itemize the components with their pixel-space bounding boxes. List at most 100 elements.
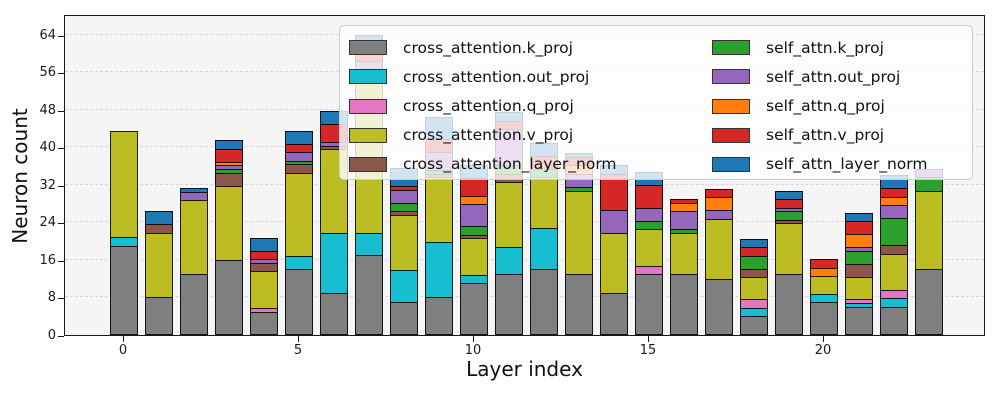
y-tick-label-40: 40: [39, 140, 56, 156]
x-tick-label-0: 0: [118, 343, 128, 358]
stacked-bar-layer-16: [670, 199, 698, 335]
bar-segment-self-attn-out-proj: [460, 203, 488, 228]
bar-segment-self-attn-q-proj: [705, 197, 733, 212]
legend-item-cross-attention-out-proj: cross_attention.out_proj: [349, 62, 712, 91]
legend-item-cross-attention-q-proj: cross_attention.q_proj: [349, 91, 712, 120]
bar-segment-cross-attention-v-proj: [460, 238, 488, 277]
x-tick-mark-0: [123, 336, 124, 342]
bar-segment-cross-attention-out-proj: [530, 228, 558, 271]
bar-segment-cross-attention-v-proj: [565, 190, 593, 275]
bar-segment-cross-attention-k-proj: [460, 283, 488, 335]
bar-segment-self-attn-k-proj: [845, 250, 873, 265]
legend: cross_attention.k_proj cross_attention.ou…: [339, 25, 973, 180]
bar-segment-cross-attention-k-proj: [740, 316, 768, 335]
legend-column-cross-attention: cross_attention.k_proj cross_attention.ou…: [349, 33, 712, 179]
bar-segment-cross-attention-k-proj: [915, 269, 943, 335]
y-tick-label-56: 56: [39, 65, 56, 81]
legend-label: cross_attention.out_proj: [403, 67, 590, 86]
bar-segment-cross-attention-k-proj: [600, 292, 628, 335]
bar-segment-cross-attention-k-proj: [355, 255, 383, 335]
bar-segment-self-attn-out-proj: [670, 211, 698, 231]
y-tick-label-64: 64: [39, 27, 56, 43]
bar-segment-cross-attention-v-proj: [250, 271, 278, 309]
y-tick-label-0: 0: [47, 328, 56, 344]
y-tick-label-48: 48: [39, 102, 56, 118]
bar-segment-cross-attention-v-proj: [600, 232, 628, 294]
bar-segment-cross-attention-k-proj: [775, 274, 803, 335]
bar-segment-cross-attention-v-proj: [740, 277, 768, 301]
bar-segment-cross-attention-out-proj: [495, 246, 523, 275]
x-tick-mark-20: [823, 336, 824, 342]
stacked-bar-layer-8: [390, 168, 418, 335]
stacked-bar-layer-23: [915, 169, 943, 335]
x-tick-mark-15: [648, 336, 649, 342]
y-tick-mark-0: [58, 336, 64, 337]
bar-segment-self-attn-out-proj: [600, 210, 628, 234]
gridline-y16: [65, 258, 984, 260]
legend-label: cross_attention.k_proj: [403, 38, 573, 57]
x-tick-mark-5: [298, 336, 299, 342]
bar-segment-cross-attention-layer-norm: [845, 263, 873, 279]
bar-segment-cross-attention-v-proj: [845, 277, 873, 301]
legend-label: self_attn.q_proj: [766, 97, 885, 115]
stacked-bar-layer-13: [565, 153, 593, 335]
bar-segment-cross-attention-k-proj: [845, 306, 873, 335]
bar-segment-cross-attention-v-proj: [285, 172, 313, 258]
stacked-bar-layer-17: [705, 188, 733, 335]
bar-segment-cross-attention-k-proj: [495, 274, 523, 335]
legend-label: self_attn.k_proj: [766, 38, 884, 57]
stacked-bar-layer-4: [250, 237, 278, 335]
bar-segment-cross-attention-v-proj: [775, 223, 803, 275]
bar-segment-cross-attention-k-proj: [565, 274, 593, 335]
bar-segment-cross-attention-v-proj: [425, 177, 453, 244]
bar-segment-cross-attention-k-proj: [880, 306, 908, 335]
bar-segment-cross-attention-k-proj: [425, 297, 453, 335]
bar-segment-cross-attention-v-proj: [705, 218, 733, 280]
legend-column-self-attn: self_attn.k_proj self_attn.out_proj self_a…: [712, 33, 928, 179]
legend-item-self-attn-out-proj: self_attn.out_proj: [712, 62, 928, 91]
bar-segment-cross-attention-v-proj: [670, 232, 698, 275]
legend-swatch-icon: [349, 156, 387, 172]
legend-item-self-attn-v-proj: self_attn.v_proj: [712, 121, 928, 150]
legend-swatch-icon: [712, 156, 750, 172]
bar-segment-cross-attention-v-proj: [635, 229, 663, 267]
bar-segment-cross-attention-v-proj: [880, 253, 908, 292]
y-tick-mark-64: [58, 35, 64, 37]
bar-segment-cross-attention-k-proj: [215, 259, 243, 335]
y-tick-mark-8: [58, 298, 64, 300]
y-tick-mark-24: [58, 223, 64, 225]
legend-swatch-icon: [349, 40, 387, 56]
stacked-bar-layer-22: [880, 175, 908, 335]
x-tick-label-5: 5: [293, 343, 303, 358]
x-tick-label-20: 20: [814, 343, 832, 358]
y-tick-label-8: 8: [47, 290, 56, 306]
bar-segment-self-attn-k-proj: [880, 218, 908, 247]
bar-segment-cross-attention-k-proj: [390, 302, 418, 335]
legend-swatch-icon: [349, 69, 387, 85]
bar-segment-cross-attention-k-proj: [670, 274, 698, 335]
legend-label: self_attn.out_proj: [766, 67, 901, 86]
y-tick-mark-56: [58, 73, 64, 75]
bar-segment-cross-attention-v-proj: [180, 199, 208, 275]
stacked-bar-layer-10: [460, 164, 488, 335]
legend-swatch-icon: [712, 127, 750, 143]
stacked-bar-layer-21: [845, 212, 873, 335]
legend-label: cross_attention.q_proj: [403, 97, 574, 115]
bar-segment-self-attn-q-proj: [845, 234, 873, 249]
bar-segment-self-attn-out-proj: [390, 189, 418, 204]
legend-item-self-attn-layer-norm: self_attn_layer_norm: [712, 150, 928, 179]
bar-segment-cross-attention-k-proj: [285, 269, 313, 335]
bar-segment-cross-attention-k-proj: [705, 278, 733, 335]
bar-segment-cross-attention-out-proj: [320, 232, 348, 294]
bar-segment-cross-attention-k-proj: [635, 274, 663, 335]
legend-item-self-attn-k-proj: self_attn.k_proj: [712, 33, 928, 62]
bar-segment-cross-attention-k-proj: [320, 292, 348, 335]
bar-segment-cross-attention-k-proj: [810, 302, 838, 335]
stacked-bar-layer-2: [180, 187, 208, 335]
bar-segment-cross-attention-v-proj: [810, 276, 838, 295]
gridline-y8: [65, 296, 984, 298]
bar-segment-self-attn-v-proj: [215, 148, 243, 163]
gridline-y24: [65, 221, 984, 223]
stacked-bar-layer-19: [775, 190, 803, 335]
